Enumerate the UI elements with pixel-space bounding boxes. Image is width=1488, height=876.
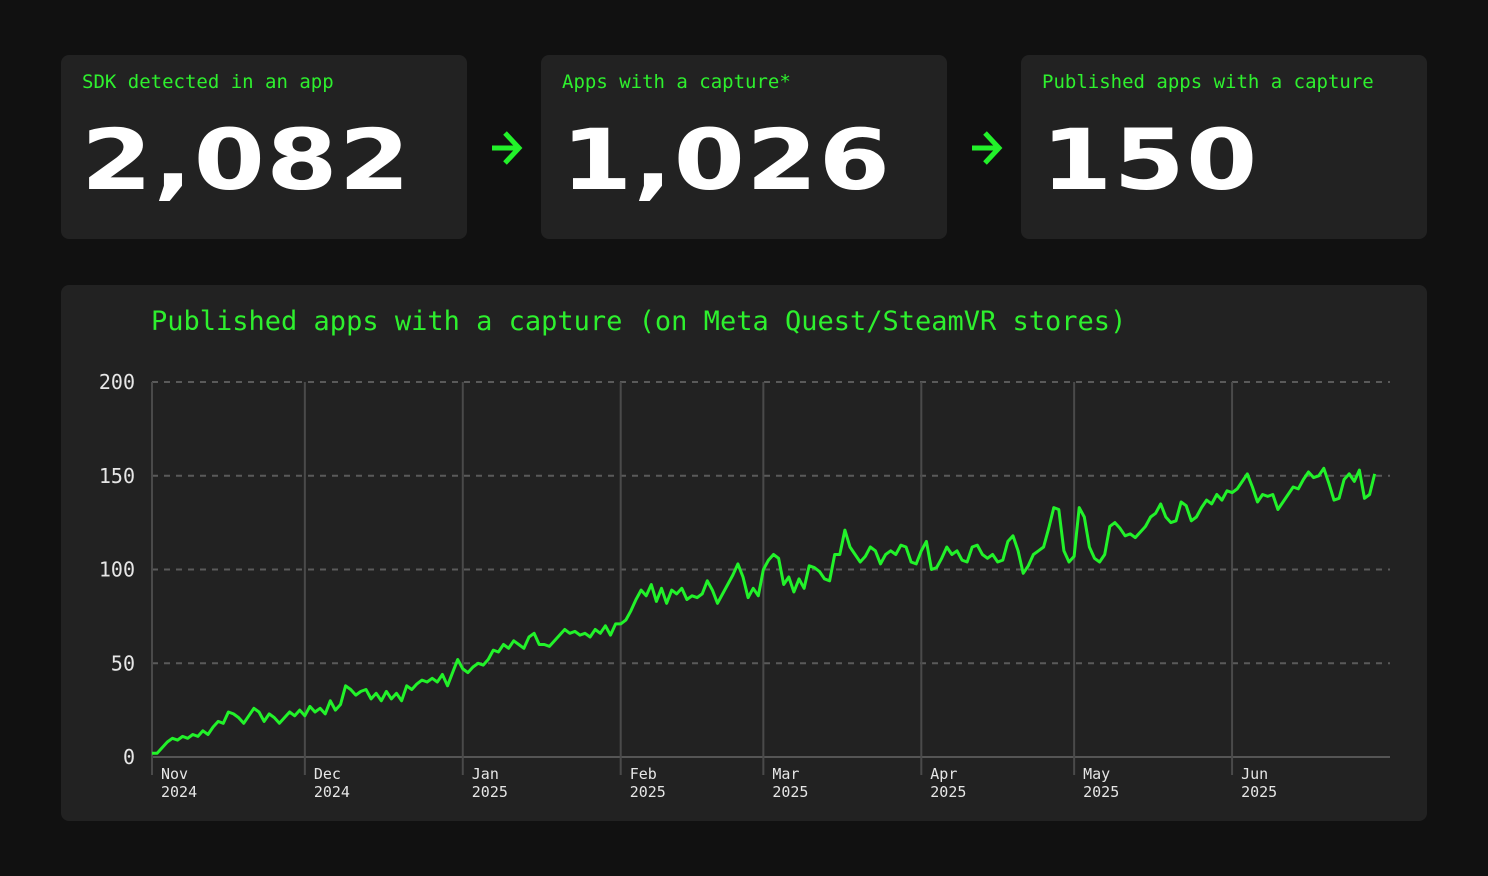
x-tick-label: Feb 2025 — [630, 765, 666, 801]
x-tick-label: Jun 2025 — [1241, 765, 1277, 801]
arrow — [972, 131, 1003, 165]
y-tick-label: 100 — [99, 558, 135, 582]
card-value: 1,026 — [561, 111, 892, 209]
card-label: Apps with a capture* — [562, 71, 791, 93]
stat-card: Published apps with a capture 150 — [1021, 55, 1427, 239]
x-tick-label: May 2025 — [1083, 765, 1119, 801]
x-tick-label: Apr 2025 — [930, 765, 966, 801]
x-tick-label: Mar 2025 — [772, 765, 808, 801]
chart-panel: Published apps with a capture (on Meta Q… — [61, 285, 1427, 821]
y-tick-label: 50 — [111, 651, 135, 675]
chart: Published apps with a capture (on Meta Q… — [99, 306, 1390, 801]
stat-card: SDK detected in an app 2,082 — [61, 55, 467, 239]
x-tick-label: Dec 2024 — [314, 765, 350, 801]
y-tick-label: 0 — [123, 745, 135, 769]
data-line — [152, 466, 1377, 755]
y-tick-label: 200 — [99, 370, 135, 394]
y-tick-label: 150 — [99, 464, 135, 488]
stat-card: Apps with a capture* 1,026 — [541, 55, 947, 239]
card-value: 2,082 — [81, 111, 412, 209]
card-label: Published apps with a capture — [1042, 71, 1374, 93]
chart-title: Published apps with a capture (on Meta Q… — [151, 306, 1126, 337]
x-tick-label: Nov 2024 — [161, 765, 197, 801]
card-value: 150 — [1041, 111, 1259, 209]
arrow — [492, 131, 523, 165]
card-label: SDK detected in an app — [82, 71, 334, 93]
x-tick-label: Jan 2025 — [472, 765, 508, 801]
